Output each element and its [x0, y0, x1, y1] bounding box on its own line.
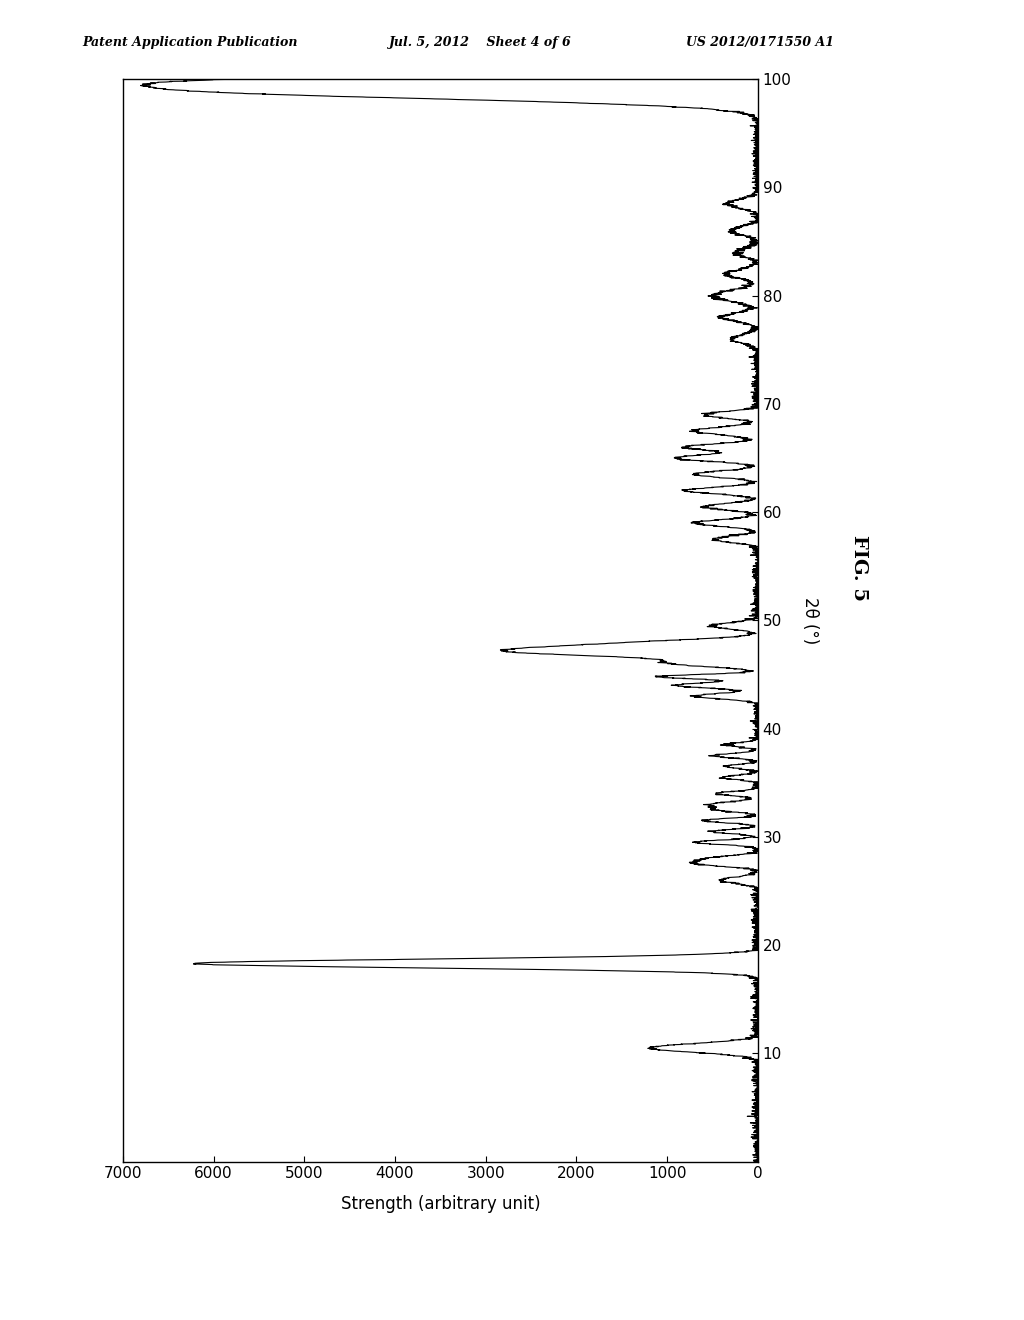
Text: FIG. 5: FIG. 5 — [850, 535, 868, 601]
Text: Jul. 5, 2012    Sheet 4 of 6: Jul. 5, 2012 Sheet 4 of 6 — [389, 36, 571, 49]
Y-axis label: 2θ (°): 2θ (°) — [801, 597, 819, 644]
Text: Patent Application Publication: Patent Application Publication — [82, 36, 297, 49]
X-axis label: Strength (arbitrary unit): Strength (arbitrary unit) — [341, 1196, 540, 1213]
Text: US 2012/0171550 A1: US 2012/0171550 A1 — [686, 36, 835, 49]
